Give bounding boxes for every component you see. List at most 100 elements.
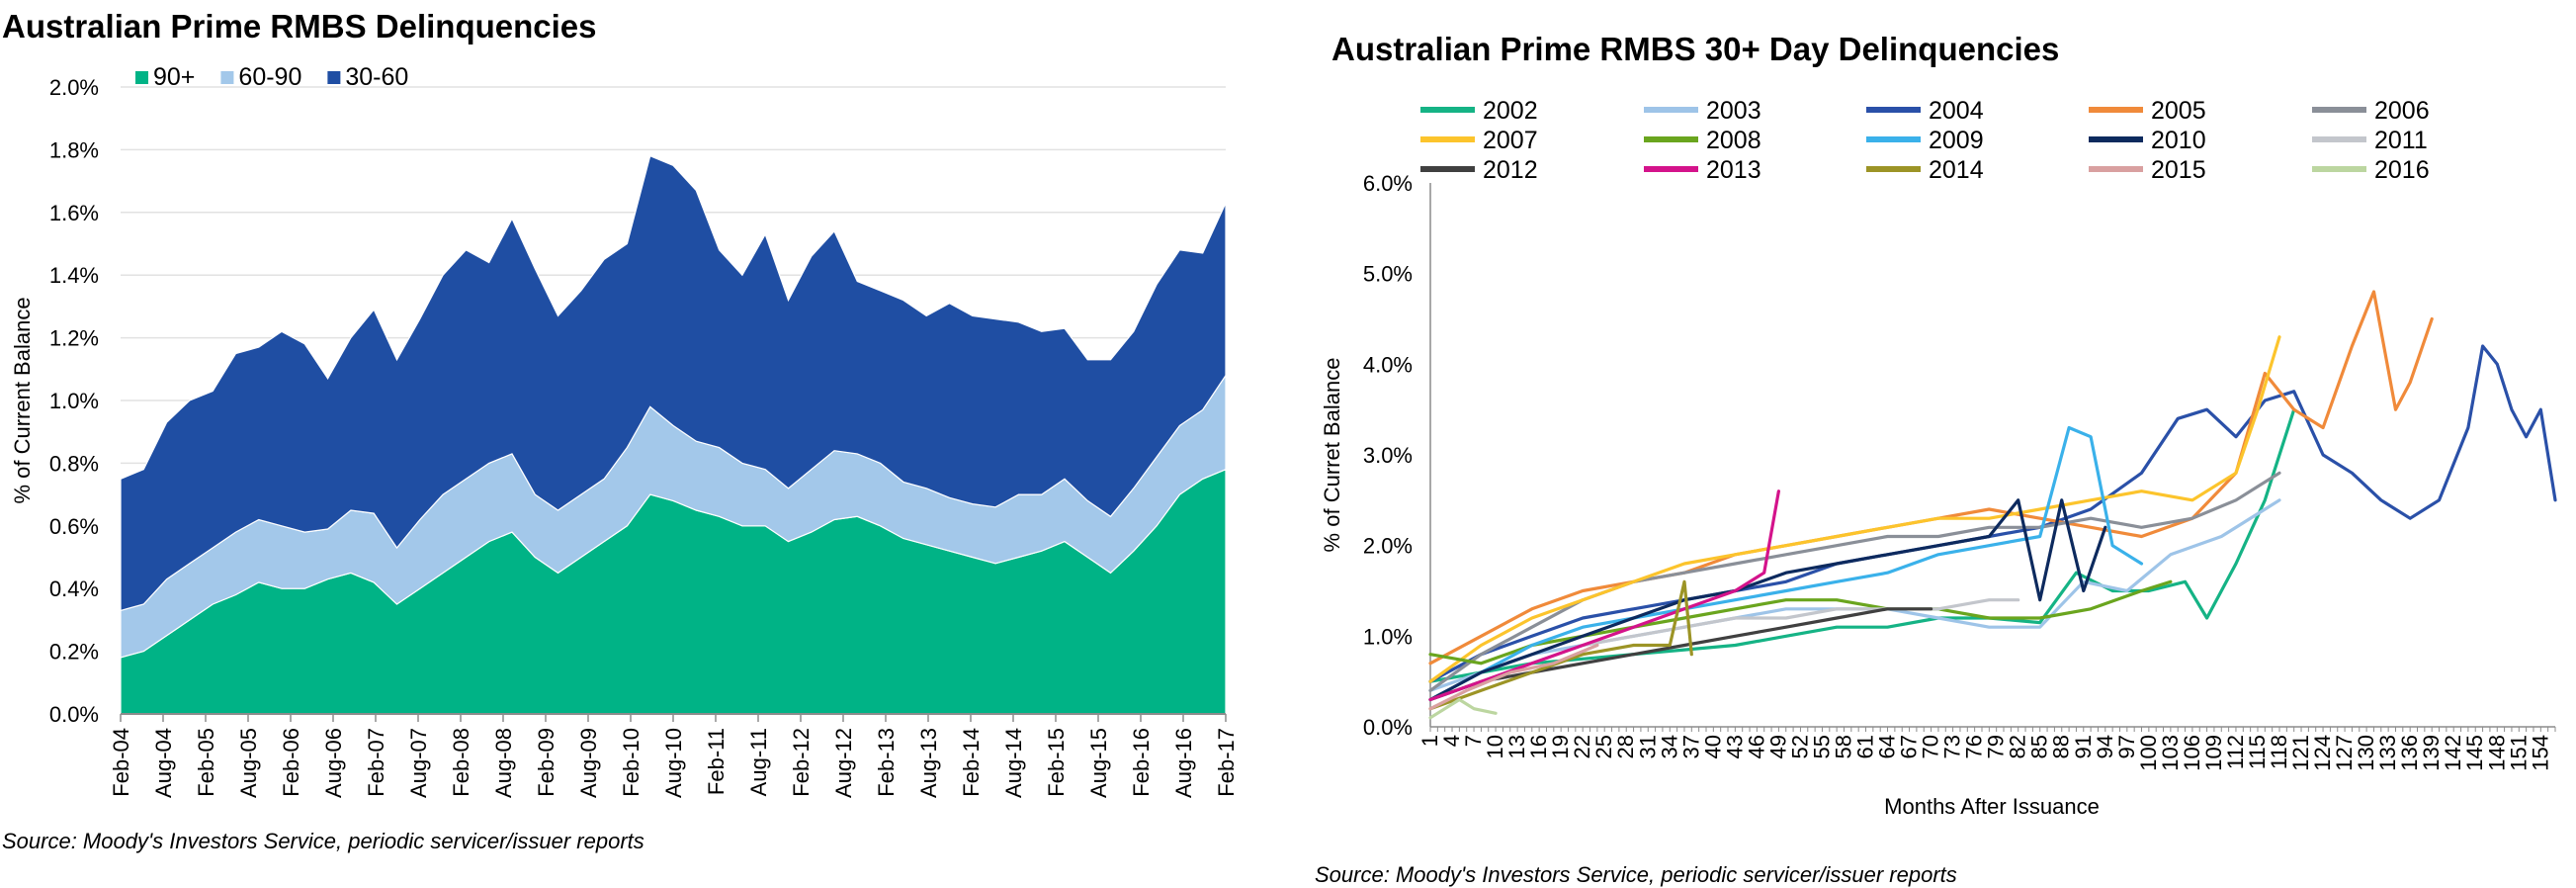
legend-label-2010: 2010 (2151, 127, 2206, 154)
source-note-left: Source: Moody's Investors Service, perio… (2, 829, 644, 853)
legend-label-2009: 2009 (1929, 127, 1984, 154)
legend-label-60-90: 60-90 (238, 63, 301, 91)
y-tick-label: 0.0% (1363, 715, 1413, 740)
y-tick-label: 1.4% (49, 263, 99, 288)
x-tick-label: 88 (2049, 735, 2074, 758)
legend-label-2006: 2006 (2374, 97, 2430, 125)
x-tick-label: Feb-06 (279, 728, 303, 797)
x-tick-label: 145 (2462, 735, 2487, 771)
x-tick-label: Aug-15 (1086, 728, 1111, 798)
x-tick-label: 82 (2006, 735, 2030, 758)
legend-label-2008: 2008 (1706, 127, 1761, 154)
legend-label-2014: 2014 (1929, 156, 1984, 184)
x-tick-label: 118 (2267, 735, 2291, 769)
legend-label-2012: 2012 (1483, 156, 1538, 184)
x-tick-label: Aug-05 (236, 728, 261, 798)
x-tick-label: 142 (2441, 735, 2465, 771)
x-tick-label: 49 (1765, 735, 1790, 758)
x-tick-label: Aug-16 (1171, 728, 1196, 798)
legend-swatch-90+ (135, 71, 148, 84)
line-series-2013 (1428, 489, 1781, 702)
x-tick-label: Feb-17 (1214, 728, 1239, 797)
x-tick-label: Feb-10 (619, 728, 644, 797)
x-tick-label: 94 (2093, 735, 2117, 758)
x-tick-label: Feb-09 (534, 728, 558, 797)
x-tick-label: 76 (1962, 735, 1987, 758)
x-tick-label: 28 (1613, 735, 1638, 758)
y-tick-label: 0.0% (49, 702, 99, 727)
x-tick-label: 13 (1504, 735, 1529, 758)
x-tick-label: 16 (1526, 735, 1551, 758)
y-tick-label: 0.4% (49, 577, 99, 601)
x-tick-label: 52 (1787, 735, 1812, 758)
x-tick-label: Aug-12 (831, 728, 856, 798)
x-tick-label: 154 (2528, 735, 2552, 771)
y-tick-label: 1.8% (49, 137, 99, 162)
x-tick-label: Aug-10 (661, 728, 686, 798)
line-series-2008 (1428, 579, 2173, 666)
chart-title-30-day: Australian Prime RMBS 30+ Day Delinquenc… (1331, 31, 2060, 67)
x-tick-label: 85 (2027, 735, 2052, 758)
x-tick-label: 58 (1831, 735, 1855, 758)
x-tick-label: Feb-15 (1044, 728, 1069, 797)
x-tick-label: Feb-14 (959, 728, 984, 797)
y-tick-label: 1.6% (49, 201, 99, 225)
x-tick-label: 103 (2158, 735, 2183, 771)
x-tick-label: 148 (2484, 735, 2509, 771)
x-tick-label: Feb-12 (789, 728, 814, 797)
line-series-2015 (1428, 643, 1599, 711)
legend-swatch-30-60 (327, 71, 341, 84)
x-tick-label: 121 (2288, 735, 2313, 771)
x-tick-label: Feb-11 (704, 728, 729, 795)
x-tick-label: 97 (2114, 735, 2139, 758)
y-tick-label: 0.2% (49, 640, 99, 665)
x-tick-label: 100 (2136, 735, 2161, 771)
legend-label-2013: 2013 (1706, 156, 1761, 184)
y-tick-label: 0.6% (49, 514, 99, 539)
x-tick-label: 4 (1439, 735, 1464, 747)
chart-title-delinquencies: Australian Prime RMBS Delinquencies (2, 8, 597, 44)
x-tick-label: Feb-16 (1129, 728, 1154, 797)
x-tick-label: 25 (1591, 735, 1616, 758)
x-tick-label: 139 (2419, 735, 2444, 771)
y-tick-label: 2.0% (49, 75, 99, 100)
x-tick-label: 31 (1635, 735, 1660, 758)
line-series-2007 (1428, 335, 2281, 683)
x-tick-label: Feb-05 (194, 728, 218, 797)
legend-label-2004: 2004 (1929, 97, 1984, 125)
x-tick-label: 109 (2201, 735, 2226, 771)
y-tick-label: 3.0% (1363, 443, 1413, 468)
y-tick-label: 1.0% (1363, 624, 1413, 649)
x-tick-label: 79 (1984, 735, 2009, 758)
x-tick-label: 34 (1657, 735, 1681, 758)
x-tick-label: Aug-04 (151, 728, 176, 798)
x-tick-label: Aug-07 (406, 728, 431, 798)
x-tick-label: Feb-04 (109, 728, 133, 797)
line-series-2010 (1428, 498, 2107, 702)
legend-label-2016: 2016 (2374, 156, 2430, 184)
line-series-2009 (1428, 425, 2144, 702)
x-tick-label: 55 (1809, 735, 1834, 758)
x-tick-label: 106 (2180, 735, 2204, 771)
y-tick-label: 1.0% (49, 389, 99, 413)
legend-label-2002: 2002 (1483, 97, 1538, 125)
area-series-30-60 (120, 154, 1227, 612)
y-tick-label: 4.0% (1363, 352, 1413, 377)
line-series-2014 (1428, 579, 1693, 711)
x-tick-label: 19 (1548, 735, 1573, 758)
y-tick-label: 1.2% (49, 326, 99, 351)
y-tick-label: 6.0% (1363, 171, 1413, 196)
x-tick-label: Feb-08 (449, 728, 473, 797)
x-tick-label: 43 (1722, 735, 1747, 758)
x-tick-label: 127 (2332, 735, 2357, 771)
x-tick-label: 10 (1483, 735, 1507, 758)
legend-label-30-60: 30-60 (345, 63, 408, 91)
x-tick-label: 70 (1919, 735, 1943, 758)
x-tick-label: Feb-13 (874, 728, 899, 797)
y-tick-label: 5.0% (1363, 262, 1413, 287)
x-tick-label: 7 (1461, 735, 1486, 747)
x-tick-label: Feb-07 (364, 728, 388, 797)
x-tick-label: Aug-11 (746, 728, 771, 796)
legend-label-90+: 90+ (153, 63, 195, 91)
